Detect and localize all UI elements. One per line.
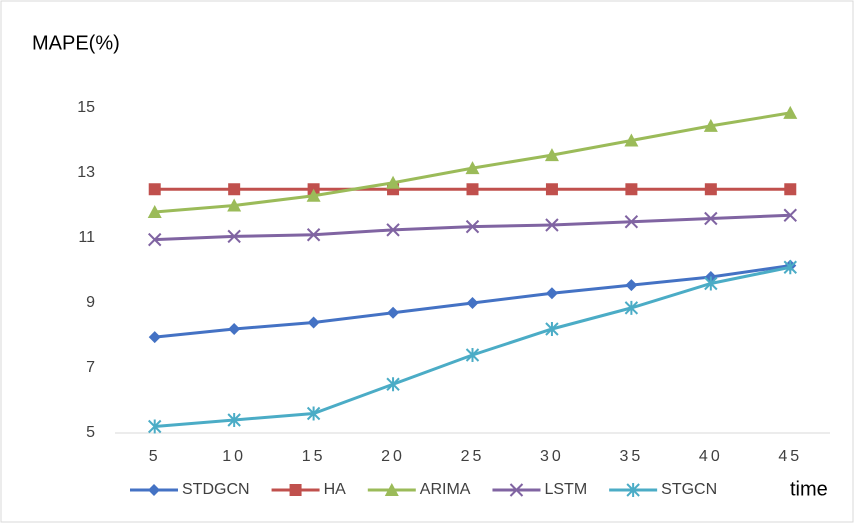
marker xyxy=(306,228,321,242)
legend-marker xyxy=(384,483,399,496)
x-tick-label: 25 xyxy=(461,448,485,465)
marker xyxy=(386,223,400,237)
y-tick-label: 5 xyxy=(86,424,95,441)
marker xyxy=(545,218,559,232)
marker xyxy=(386,377,400,392)
legend-item: LSTM xyxy=(492,481,587,498)
legend-marker xyxy=(509,483,524,497)
x-tick-label: 45 xyxy=(778,448,802,465)
x-tick-label: 5 xyxy=(149,448,161,465)
legend-label: STGCN xyxy=(661,481,717,498)
legend-marker xyxy=(289,484,302,496)
marker xyxy=(625,279,638,292)
marker xyxy=(306,406,321,421)
y-tick-label: 7 xyxy=(86,359,95,376)
marker xyxy=(227,198,242,212)
marker xyxy=(624,133,639,147)
x-tick-label: 40 xyxy=(699,448,723,465)
marker xyxy=(784,183,797,196)
marker xyxy=(545,183,558,196)
legend-item: STDGCN xyxy=(130,481,250,498)
marker xyxy=(307,316,320,329)
marker xyxy=(465,161,480,175)
marker xyxy=(466,183,479,196)
marker xyxy=(147,205,162,218)
marker xyxy=(465,348,480,362)
y-tick-label: 13 xyxy=(77,164,95,181)
x-tick-label: 15 xyxy=(302,448,326,465)
y-tick-label: 15 xyxy=(77,99,95,116)
y-axis-title: MAPE(%) xyxy=(32,32,120,54)
marker xyxy=(783,105,798,119)
x-tick-label: 10 xyxy=(222,448,246,465)
legend-label: ARIMA xyxy=(420,481,471,498)
x-axis-title: time xyxy=(790,478,828,500)
marker xyxy=(545,287,558,300)
marker xyxy=(228,323,241,335)
legend-marker xyxy=(626,483,640,497)
marker xyxy=(148,419,162,434)
x-tick-label: 30 xyxy=(540,448,564,465)
legend-marker xyxy=(148,484,160,496)
legend-item: STGCN xyxy=(609,481,717,498)
marker xyxy=(466,297,479,309)
marker xyxy=(783,208,797,222)
marker xyxy=(148,183,161,196)
legend-item: HA xyxy=(271,481,347,498)
marker xyxy=(704,276,718,291)
marker xyxy=(703,118,718,132)
marker xyxy=(387,306,400,319)
marker xyxy=(227,413,241,427)
marker xyxy=(783,260,797,275)
y-tick-label: 9 xyxy=(86,294,95,311)
marker xyxy=(624,215,639,229)
marker xyxy=(148,331,161,344)
legend-item: ARIMA xyxy=(367,481,471,498)
marker xyxy=(704,211,718,226)
legend-label: LSTM xyxy=(544,481,587,498)
marker xyxy=(625,183,638,196)
marker xyxy=(306,188,321,202)
marker xyxy=(228,183,241,196)
marker xyxy=(465,219,480,234)
marker xyxy=(544,148,559,162)
marker xyxy=(227,229,241,244)
marker xyxy=(624,300,639,315)
marker xyxy=(148,232,162,247)
marker xyxy=(545,322,559,336)
y-tick-label: 11 xyxy=(78,229,95,246)
legend-label: STDGCN xyxy=(182,481,250,498)
x-tick-label: 35 xyxy=(619,448,643,465)
legend-label: HA xyxy=(324,481,347,498)
x-tick-label: 20 xyxy=(381,448,405,465)
marker xyxy=(704,183,717,196)
marker xyxy=(386,175,401,189)
